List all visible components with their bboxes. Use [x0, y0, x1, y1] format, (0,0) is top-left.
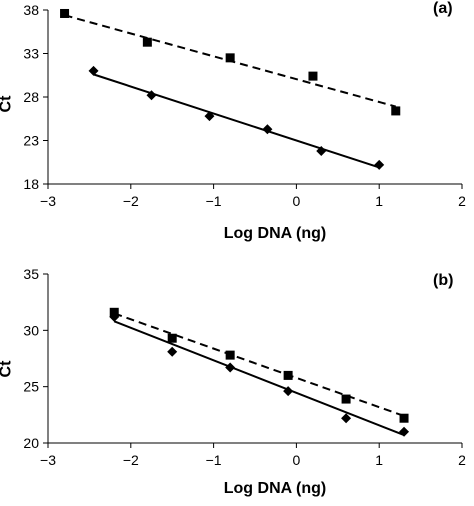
square-point-a — [60, 8, 70, 18]
y-tick-label-a: 23 — [23, 133, 39, 149]
square-point-b — [167, 333, 177, 343]
x-axis-label-b: Log DNA (ng) — [223, 480, 327, 497]
solid-trend-line-b — [113, 320, 405, 437]
square-point-b — [283, 370, 293, 380]
y-tick-label-a: 28 — [23, 89, 39, 105]
y-axis-label-a: Ct — [0, 95, 15, 113]
diamond-point-a — [88, 65, 99, 76]
solid-trend-line-a — [93, 73, 380, 169]
dashed-trend-line-b — [113, 312, 405, 417]
x-tick-label-a: −1 — [206, 193, 222, 209]
square-point-a — [308, 71, 318, 81]
y-tick-label-b: 25 — [23, 379, 39, 395]
diamond-point-b — [341, 413, 352, 424]
square-point-b — [225, 350, 235, 360]
x-tick-label-b: 0 — [293, 452, 301, 468]
x-tick-label-b: 1 — [375, 452, 383, 468]
diamond-point-a — [262, 124, 273, 135]
y-tick-label-a: 38 — [23, 2, 39, 18]
y-tick-label-b: 35 — [23, 266, 39, 282]
x-tick-label-b: 2 — [458, 452, 466, 468]
panel-label-b: (b) — [433, 272, 454, 289]
diamond-point-a — [316, 145, 327, 156]
y-tick-label-a: 18 — [23, 176, 39, 192]
x-tick-label-b: −3 — [40, 452, 56, 468]
x-tick-label-a: 2 — [458, 193, 466, 209]
x-tick-label-a: 1 — [375, 193, 383, 209]
square-point-b — [341, 394, 351, 404]
diamond-point-b — [167, 346, 178, 357]
y-tick-label-b: 30 — [23, 322, 39, 338]
square-point-a — [391, 106, 401, 116]
x-axis-label-a: Log DNA (ng) — [223, 225, 327, 242]
diamond-point-b — [109, 311, 120, 322]
panel-label-a: (a) — [433, 0, 453, 17]
diamond-point-b — [399, 426, 410, 437]
y-tick-label-b: 20 — [23, 435, 39, 451]
square-point-a — [225, 53, 235, 63]
x-tick-label-a: −2 — [123, 193, 139, 209]
square-point-a — [142, 37, 152, 47]
diamond-point-b — [225, 362, 236, 373]
x-tick-label-a: −3 — [40, 193, 56, 209]
diamond-point-a — [374, 159, 385, 170]
y-axis-label-b: Ct — [0, 360, 15, 378]
diamond-point-a — [204, 111, 215, 122]
diamond-point-a — [146, 90, 157, 101]
y-tick-label-a: 33 — [23, 46, 39, 62]
x-tick-label-a: 0 — [293, 193, 301, 209]
x-tick-label-b: −1 — [206, 452, 222, 468]
diamond-point-b — [283, 386, 294, 397]
x-tick-label-b: −2 — [123, 452, 139, 468]
square-point-b — [399, 413, 409, 423]
